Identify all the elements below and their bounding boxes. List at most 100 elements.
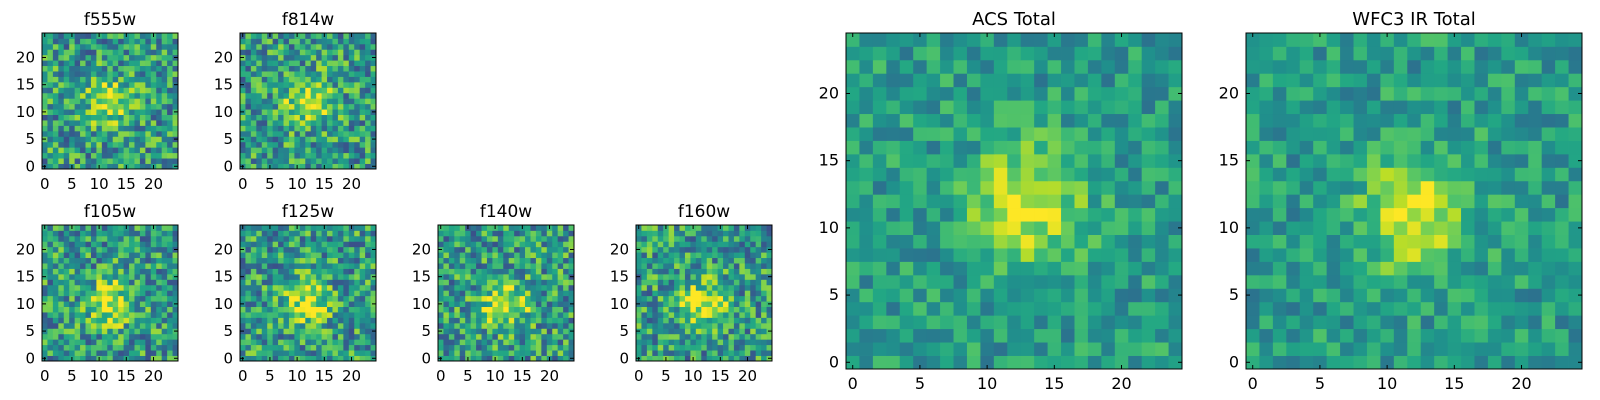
heatmap-cell [1366,355,1381,370]
heatmap-cell [712,235,718,242]
heatmap-cell [139,290,146,297]
heatmap-cell [332,328,339,335]
heatmap-cell [1141,153,1156,168]
heatmap-cell [723,295,729,302]
heatmap-cell [112,60,119,67]
heatmap-cell [872,194,887,209]
heatmap-cell [674,225,680,231]
heatmap-cell [332,350,339,356]
heatmap-cell [663,235,670,242]
heatmap-cell [1272,180,1287,195]
heatmap-cell [123,120,130,126]
heatmap-cell [940,180,954,195]
heatmap-cell [58,54,65,61]
heatmap-cell [359,81,366,88]
heatmap-cell [872,100,887,115]
heatmap-cell [240,60,246,67]
heatmap-cell [1114,33,1129,47]
heatmap-cell [365,273,371,280]
heatmap-cell [1155,86,1169,101]
heatmap-cell [80,350,86,356]
heatmap-cell [332,241,339,248]
heatmap-cell [327,322,333,329]
heatmap-cell [859,248,874,262]
heatmap-cell [107,92,114,99]
heatmap-cell [272,141,279,148]
y-tick-label: 20 [412,240,431,258]
heatmap-cell [321,257,328,264]
heatmap-cell [250,103,257,110]
heatmap-cell [966,33,981,47]
heatmap-cell [310,339,317,346]
heatmap-cell [1501,234,1516,249]
heatmap-cell [899,33,914,47]
heatmap-cell [486,279,493,286]
heatmap-cell [1407,234,1422,249]
heatmap-cell [283,268,290,275]
heatmap-cell [690,328,697,335]
heatmap-cell [134,87,141,94]
heatmap-cell [354,136,361,143]
heatmap-cell [1246,194,1260,209]
heatmap-cell [299,114,306,121]
heatmap-cell [101,230,108,237]
heatmap-cell [63,98,70,105]
heatmap-cell [766,268,773,275]
heatmap-cell [761,333,767,340]
heatmap-cell [728,252,735,259]
heatmap-cell [636,241,642,248]
heatmap-cell [145,147,152,154]
heatmap-cell [492,344,499,351]
heatmap-cell [1474,167,1489,182]
heatmap-cell [1514,301,1529,316]
heatmap-cell [503,322,510,329]
heatmap-cell [359,322,366,329]
heatmap-cell [161,43,168,50]
heatmap-cell [52,109,59,115]
heatmap-cell [1434,194,1448,209]
heatmap-cell [706,301,713,307]
heatmap-cell [1114,59,1129,74]
heatmap-cell [514,263,520,269]
heatmap-cell [1420,194,1435,209]
heatmap-cell [993,59,1008,74]
heatmap-cell [310,306,317,313]
heatmap-cell [1528,315,1543,330]
heatmap-cell [267,43,274,50]
heatmap-cell [118,312,124,318]
heatmap-cell [327,225,333,231]
heatmap-cell [69,43,76,50]
heatmap-cell [327,301,333,307]
heatmap-cell [1155,100,1169,115]
heatmap-cell [283,152,290,159]
heatmap-cell [481,322,488,329]
heatmap-cell [348,284,355,291]
heatmap-cell [535,225,542,231]
heatmap-cell [343,312,350,318]
heatmap-cell [52,257,59,264]
y-tick-label: 0 [223,157,233,175]
heatmap-cell [96,344,103,351]
heatmap-cell [695,284,702,291]
heatmap-cell [42,312,48,318]
heatmap-cell [636,322,642,329]
heatmap-cell [733,268,740,275]
heatmap-cell [1313,167,1328,182]
heatmap-cell [470,290,477,297]
heatmap-cell [288,147,295,154]
heatmap-cell [343,125,350,132]
heatmap-cell [52,241,59,248]
heatmap-cell [913,274,928,289]
heatmap-cell [332,279,339,286]
heatmap-cell [337,322,344,329]
heatmap-cell [316,339,322,346]
heatmap-cell [886,113,901,128]
heatmap-cell [370,65,377,72]
heatmap-cell [101,158,108,164]
heatmap-cell [118,76,124,83]
heatmap-cell [327,92,333,99]
heatmap-cell [514,306,520,313]
heatmap-cell [1155,274,1169,289]
heatmap-cell [465,306,472,313]
heatmap-cell [294,98,301,105]
